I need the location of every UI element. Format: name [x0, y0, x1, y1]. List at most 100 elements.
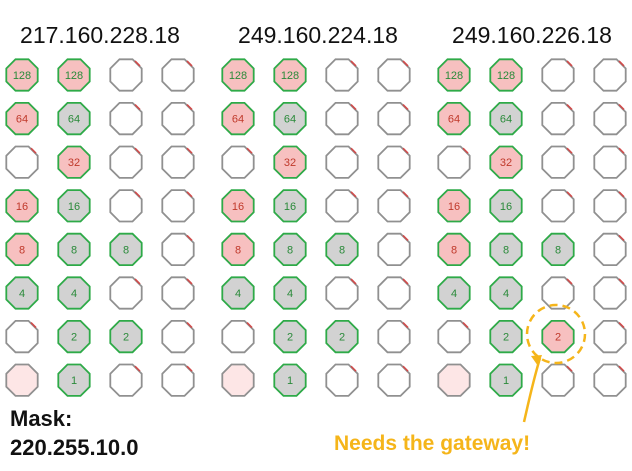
bit-cell-mark: [134, 60, 141, 67]
mask-label: Mask:: [10, 406, 72, 431]
ip-title-3: 249.160.226.18: [452, 22, 612, 48]
bit-value-label: 64: [500, 114, 512, 126]
ip-title-1: 217.160.228.18: [20, 22, 180, 48]
bit-cell-g3-r2-c2: [489, 102, 523, 136]
bit-value-label: 64: [68, 114, 80, 126]
bit-cell-mark: [350, 60, 357, 67]
gateway-note: Needs the gateway!: [334, 432, 530, 455]
bit-cell-g3-r7-c3: [541, 319, 575, 354]
bit-value-label: 4: [503, 288, 509, 300]
bit-value-label: 2: [503, 332, 509, 344]
bit-cell-mark: [566, 278, 573, 285]
bit-value-label: 128: [497, 70, 515, 82]
bit-cell-g1-r2-c2: [57, 102, 91, 136]
bit-value-label: 32: [500, 157, 512, 169]
bit-value-label: 16: [232, 201, 244, 213]
bit-cell-mark: [402, 322, 409, 329]
bit-cell-mark: [402, 191, 409, 198]
bit-value-label: 4: [19, 288, 25, 300]
bit-cell-g1-r3-c2: [57, 145, 91, 179]
bit-cell-g2-r5-c2: [273, 232, 307, 267]
bit-cell-mark: [618, 278, 625, 285]
bit-cell-g1-r4-c2: [57, 189, 91, 223]
bit-cell-g3-r1-c1: [437, 58, 471, 92]
bit-cell-mark: [350, 147, 357, 154]
bit-cell-mark: [134, 104, 141, 111]
bit-value-label: 32: [284, 157, 296, 169]
bit-value-label: 1: [503, 375, 509, 387]
bit-value-label: 1: [287, 375, 293, 387]
bit-cell-mark: [618, 147, 625, 154]
bit-cell-mark: [566, 147, 573, 154]
bit-value-label: 2: [71, 332, 77, 344]
bit-cell-g2-r6-c2: [273, 276, 307, 310]
bit-cell-g3-r4-c1: [437, 189, 471, 223]
bit-cell-g2-r2-c1: [221, 102, 255, 136]
gateway-arrow-head: [531, 355, 542, 366]
bit-cell-mark: [402, 147, 409, 154]
bit-cell-mark: [566, 365, 573, 372]
bit-cell-g2-r8-c1: [221, 363, 255, 397]
bit-value-label: 8: [123, 244, 129, 256]
bit-cell-g3-r2-c1: [437, 102, 471, 136]
bit-value-label: 4: [235, 288, 241, 300]
gateway-arrow: [522, 357, 542, 423]
ip-title-2: 249.160.224.18: [238, 22, 398, 48]
bit-cell-g2-r7-c3: [325, 319, 359, 354]
bit-value-label: 2: [123, 332, 129, 344]
bit-value-label: 64: [284, 114, 296, 126]
bit-cell-mark: [402, 365, 409, 372]
bit-value-label: 2: [339, 332, 345, 344]
bit-cell-mark: [134, 147, 141, 154]
bit-cell-g2-r2-c2: [273, 102, 307, 136]
bit-cell-g1-r6-c2: [57, 276, 91, 310]
bit-cell-mark: [618, 322, 625, 329]
bit-cell-g1-r8-c2: [57, 363, 91, 397]
bit-value-label: 128: [229, 70, 247, 82]
bit-value-label: 8: [19, 244, 25, 256]
bit-value-label: 8: [503, 244, 509, 256]
bit-cell-mark: [186, 234, 193, 241]
bit-cell-g1-r2-c1: [5, 102, 39, 136]
bit-cell-g3-r7-c2: [489, 319, 523, 354]
bit-cell-g1-r8-c1: [5, 363, 39, 397]
bit-cell-g1-r7-c2: [57, 319, 91, 354]
bit-value-label: 64: [232, 114, 244, 126]
bit-cell-g2-r7-c2: [273, 319, 307, 354]
bit-cell-mark: [186, 147, 193, 154]
bit-value-label: 128: [445, 70, 463, 82]
gateway-highlight-ring: [525, 303, 587, 365]
bit-cell-g1-r5-c1: [5, 232, 39, 267]
bit-value-label: 64: [16, 114, 28, 126]
bit-cell-mark: [566, 60, 573, 67]
bit-cell-mark: [618, 191, 625, 198]
bit-value-label: 8: [71, 244, 77, 256]
bit-cell-g3-r6-c2: [489, 276, 523, 310]
bit-cell-mark: [134, 278, 141, 285]
bit-cell-g2-r1-c2: [273, 58, 307, 92]
bit-value-label: 8: [451, 244, 457, 256]
bit-value-label: 2: [555, 332, 561, 344]
bit-cell-mark: [246, 147, 253, 154]
bit-cell-mark: [462, 147, 469, 154]
bit-value-label: 8: [339, 244, 345, 256]
bit-cell-g1-r1-c2: [57, 58, 91, 92]
bit-cell-mark: [186, 278, 193, 285]
bit-cell-mark: [402, 278, 409, 285]
bit-cell-g3-r3-c2: [489, 145, 523, 179]
mask-value: 220.255.10.0: [10, 435, 138, 460]
bit-cell-mark: [618, 365, 625, 372]
bit-cell-mark: [186, 322, 193, 329]
bit-cell-mark: [618, 60, 625, 67]
bit-cell-g3-r5-c3: [541, 232, 575, 267]
bit-cell-g3-r1-c2: [489, 58, 523, 92]
bit-cell-mark: [350, 365, 357, 372]
bit-value-label: 64: [448, 114, 460, 126]
bit-cell-g1-r4-c1: [5, 189, 39, 223]
bit-cell-mark: [30, 147, 37, 154]
bit-value-label: 128: [13, 70, 31, 82]
bit-cell-mark: [350, 278, 357, 285]
bit-cell-g1-r5-c3: [109, 232, 143, 267]
